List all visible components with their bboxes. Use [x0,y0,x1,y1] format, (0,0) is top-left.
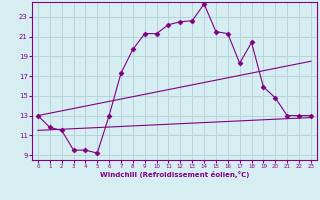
X-axis label: Windchill (Refroidissement éolien,°C): Windchill (Refroidissement éolien,°C) [100,171,249,178]
